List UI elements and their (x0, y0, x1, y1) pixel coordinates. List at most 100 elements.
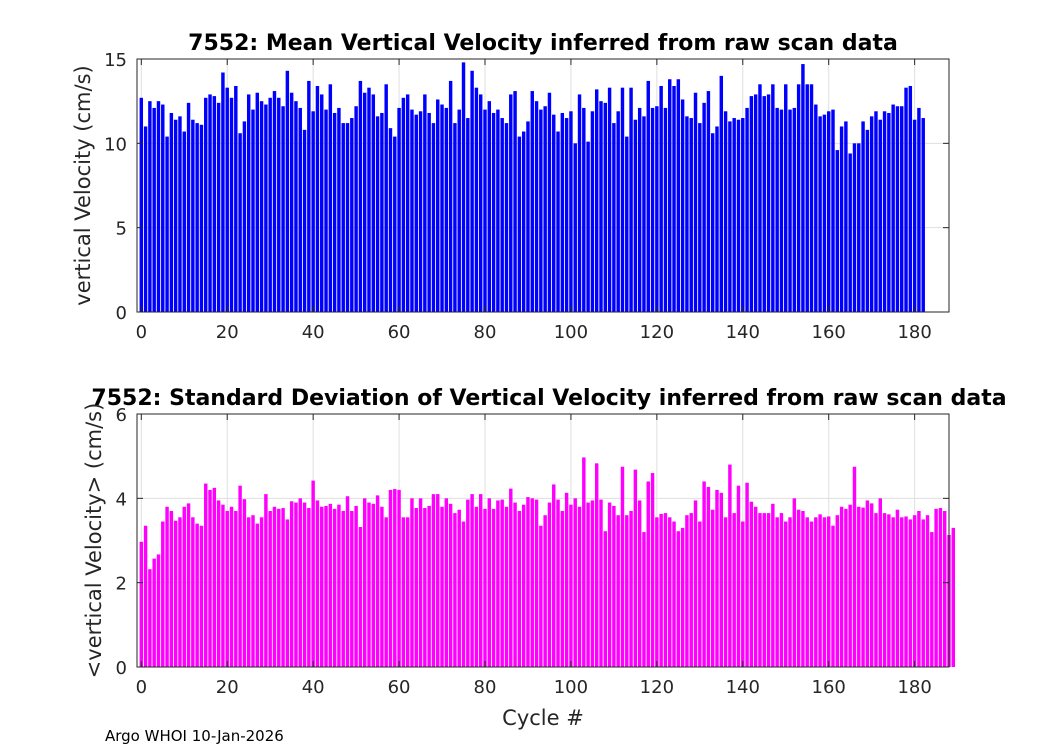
std-bar (405, 517, 410, 667)
mean-bar (560, 112, 565, 313)
mean-x-tick-label: 80 (474, 322, 497, 343)
std-bar (195, 523, 199, 667)
std-bar (302, 502, 307, 667)
std-bar (685, 515, 689, 667)
mean-bar (410, 109, 414, 312)
mean-bar (723, 111, 728, 312)
std-bar (483, 508, 487, 667)
mean-x-tick-label: 100 (554, 322, 588, 343)
mean-bar (173, 119, 178, 312)
mean-bar (285, 70, 290, 312)
std-bar (766, 513, 771, 667)
std-bar (311, 480, 315, 667)
mean-bar (216, 102, 221, 312)
std-bar (242, 499, 247, 667)
mean-bar (246, 94, 251, 312)
mean-bar (715, 126, 719, 312)
std-bar (736, 485, 741, 667)
mean-bar (878, 119, 882, 312)
mean-bar (852, 143, 857, 312)
mean-bar (444, 107, 449, 312)
mean-bar (350, 118, 354, 313)
mean-bar (659, 85, 663, 312)
footer-text: Argo WHOI 10-Jan-2026 (105, 727, 284, 745)
std-bar (320, 506, 324, 667)
mean-bar (401, 97, 406, 312)
std-bar (500, 499, 504, 667)
mean-bar (663, 107, 668, 312)
mean-bar (680, 99, 685, 312)
mean-bar (139, 97, 144, 312)
std-bar (216, 500, 221, 667)
mean-bar (384, 84, 388, 312)
mean-bar (831, 109, 835, 312)
mean-bar (861, 121, 865, 312)
std-bar (513, 502, 517, 667)
std-bar (818, 514, 822, 667)
std-bar (165, 506, 169, 667)
std-bar (423, 508, 427, 667)
mean-bar (891, 104, 895, 312)
std-bar (564, 492, 569, 667)
mean-x-tick-label: 120 (640, 322, 674, 343)
mean-bar (616, 111, 620, 312)
std-bar (401, 517, 406, 667)
mean-x-tick-label: 20 (216, 322, 239, 343)
std-bar (285, 519, 290, 667)
std-bar (161, 521, 165, 667)
std-bar (839, 506, 844, 667)
mean-bar (741, 118, 745, 313)
std-bar (612, 505, 616, 667)
mean-bar (796, 84, 801, 312)
std-y-tick-label: 2 (116, 574, 127, 595)
std-bar (646, 481, 650, 667)
std-bar (375, 495, 380, 667)
std-bar (466, 499, 470, 667)
mean-bar (517, 136, 522, 312)
mean-bar (397, 107, 401, 312)
std-bar (178, 517, 182, 667)
mean-bar (461, 62, 466, 312)
std-bar (324, 505, 328, 667)
std-bar (934, 508, 938, 667)
mean-bar (792, 107, 797, 312)
mean-bar (272, 91, 277, 313)
mean-bar (620, 87, 625, 312)
std-bar (448, 503, 453, 667)
mean-bar (526, 121, 530, 312)
std-bar (577, 506, 582, 667)
std-bar (904, 516, 908, 667)
mean-bar (762, 96, 766, 313)
mean-bar (191, 119, 195, 312)
mean-y-axis-label: vertical Velocity (cm/s) (71, 65, 95, 305)
std-chart-title: 7552: Standard Deviation of Vertical Vel… (91, 386, 1006, 411)
std-bar (509, 488, 513, 667)
std-bar (814, 517, 818, 667)
std-bar (186, 503, 191, 667)
std-bar (831, 525, 835, 667)
mean-y-tick-label: 15 (104, 50, 127, 71)
mean-bar (874, 111, 878, 312)
mean-bar (414, 114, 418, 312)
mean-bar (496, 109, 500, 312)
std-bar (496, 500, 500, 667)
std-bar (440, 506, 444, 667)
std-bar (715, 489, 719, 667)
std-bar (788, 517, 792, 667)
std-bar (698, 521, 702, 667)
mean-bar (457, 109, 461, 312)
std-x-tick-label: 100 (554, 677, 588, 698)
std-bar (345, 496, 350, 667)
std-bar (844, 508, 848, 667)
std-bar (289, 501, 294, 667)
mean-bar (809, 84, 814, 312)
std-bar (191, 517, 195, 667)
mean-bar (311, 111, 315, 312)
std-bar (208, 489, 212, 667)
mean-bar (423, 94, 427, 312)
mean-bar (156, 101, 161, 313)
mean-bar (805, 84, 809, 312)
mean-bar (642, 116, 646, 312)
mean-bar (625, 136, 629, 312)
std-bar (504, 506, 509, 667)
